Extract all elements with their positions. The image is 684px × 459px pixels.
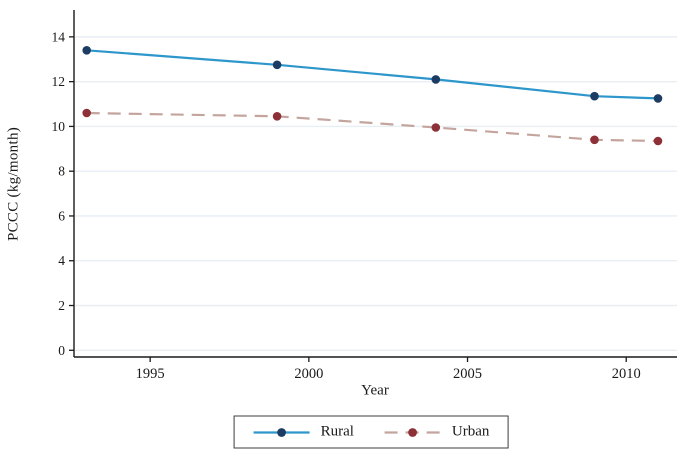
y-tick-label: 14 — [52, 29, 66, 44]
y-tick-label: 8 — [58, 164, 65, 179]
plot-area: 0 2 4 6 8 10 12 14 1995 2000 2005 2010 — [52, 10, 677, 382]
y-tick-label: 6 — [58, 208, 65, 223]
x-tick-label: 2005 — [453, 366, 482, 382]
rural-marker — [82, 46, 91, 55]
urban-marker — [82, 108, 91, 118]
urban-marker — [272, 112, 282, 121]
y-tick-label: 10 — [52, 119, 66, 134]
urban-line-swatch — [384, 427, 441, 437]
urban-swatch-marker-icon — [408, 427, 418, 437]
legend-item-rural: Rural — [253, 424, 354, 441]
rural-marker — [272, 60, 282, 70]
legend-label-urban: Urban — [451, 423, 490, 440]
rural-marker — [653, 94, 663, 103]
x-axis-title: Year — [361, 382, 389, 399]
urban-marker — [653, 136, 663, 146]
y-tick-label: 0 — [58, 343, 65, 358]
rural-marker — [590, 91, 599, 101]
x-tick-label: 2000 — [294, 366, 323, 382]
y-tick-label: 2 — [58, 298, 65, 313]
x-tick-label: 1995 — [136, 366, 165, 382]
urban-marker — [590, 135, 599, 145]
rural-line-swatch — [253, 427, 310, 437]
urban-marker — [431, 123, 441, 132]
y-tick-label: 12 — [52, 74, 66, 89]
y-tick-label: 4 — [58, 253, 65, 268]
y-axis-title: PCCC (kg/month) — [5, 126, 22, 242]
urban-line — [86, 111, 659, 143]
legend-item-urban: Urban — [384, 423, 490, 441]
legend-label-rural: Rural — [320, 423, 354, 440]
legend: Rural Urban — [233, 415, 509, 449]
x-tick-label: 2010 — [612, 366, 641, 382]
rural-swatch-marker-icon — [277, 427, 286, 437]
rural-line — [86, 49, 659, 100]
rural-marker — [431, 75, 441, 84]
